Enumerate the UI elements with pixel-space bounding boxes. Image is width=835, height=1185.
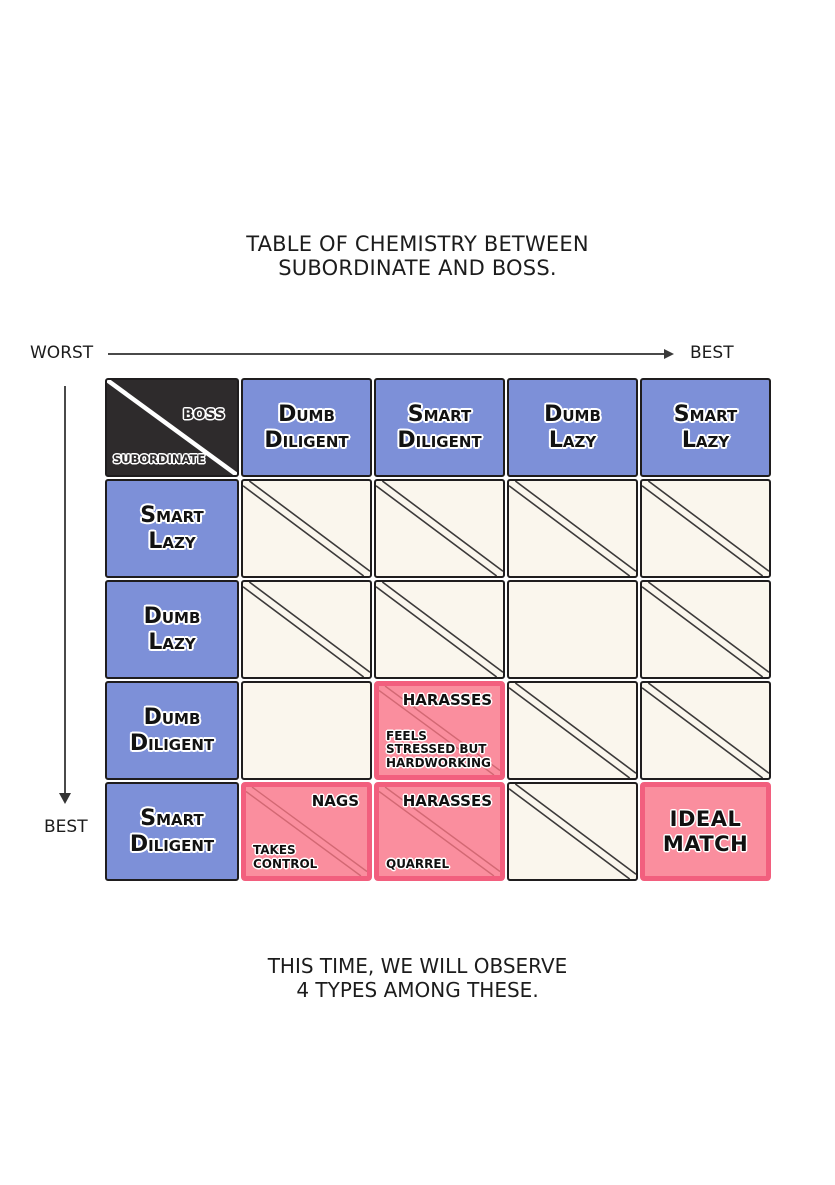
- matrix-cell: NAGS TAKES CONTROL: [241, 782, 372, 881]
- corner-cell: BOSS SUBORDINATE: [105, 378, 239, 477]
- row-header: Smart Lazy: [105, 479, 239, 578]
- row-header-label: Smart Diligent: [129, 805, 215, 857]
- h-axis-best-label: BEST: [690, 343, 734, 363]
- row-header: Dumb Diligent: [105, 681, 239, 780]
- column-header: Smart Diligent: [374, 378, 505, 477]
- row-header: Dumb Lazy: [105, 580, 239, 679]
- cell-bottom-label: QUARREL: [386, 856, 450, 871]
- column-header-label: Smart Diligent: [397, 401, 482, 453]
- matrix-cell: [507, 479, 638, 578]
- diagonal-cross-lines: [243, 481, 370, 576]
- row-header-label: Dumb Diligent: [129, 704, 215, 756]
- page-caption: THIS TIME, WE WILL OBSERVE 4 TYPES AMONG…: [0, 954, 835, 1002]
- row-header-label: Dumb Lazy: [143, 603, 201, 655]
- cell-top-label: HARASSES: [402, 691, 492, 709]
- h-axis-arrowhead-icon: [664, 349, 674, 359]
- column-header-label: Dumb Diligent: [264, 401, 349, 453]
- diagonal-cross-lines: [379, 787, 500, 876]
- diagonal-cross-lines: [379, 686, 500, 775]
- diagonal-cross-lines: [509, 683, 636, 778]
- diagonal-cross-lines: [509, 784, 636, 879]
- row-header: Smart Diligent: [105, 782, 239, 881]
- cell-bottom-label: FEELS STRESSED BUT HARDWORKING: [386, 728, 491, 770]
- cell-top-label: HARASSES: [402, 792, 492, 810]
- matrix-cell: [241, 681, 372, 780]
- row-header-label: Smart Lazy: [140, 502, 204, 554]
- diagonal-cross-lines: [246, 787, 367, 876]
- cell-bottom-label: TAKES CONTROL: [253, 843, 318, 871]
- matrix-cell: [507, 681, 638, 780]
- chemistry-table: BOSS SUBORDINATE Dumb Diligent Smart Diligent…: [105, 378, 771, 881]
- column-header-label: Smart Lazy: [673, 401, 738, 453]
- matrix-cell: HARASSES QUARREL: [374, 782, 505, 881]
- title-line-2: SUBORDINATE AND BOSS.: [278, 256, 557, 281]
- matrix-cell: [241, 479, 372, 578]
- diagonal-cross-lines: [509, 481, 636, 576]
- matrix-cell: [374, 580, 505, 679]
- diagonal-cross-lines: [376, 481, 503, 576]
- diagonal-cross-lines: [642, 481, 769, 576]
- cell-center-label: IDEAL MATCH: [662, 807, 749, 856]
- matrix-cell: [640, 681, 771, 780]
- diagonal-cross-lines: [642, 582, 769, 677]
- diagonal-cross-lines: [376, 582, 503, 677]
- v-axis-arrowhead-icon: [59, 793, 71, 804]
- matrix-cell: [507, 782, 638, 881]
- v-axis-best-label: BEST: [44, 817, 88, 837]
- column-header: Dumb Diligent: [241, 378, 372, 477]
- column-header-label: Dumb Lazy: [544, 401, 601, 453]
- v-axis-line: [64, 386, 66, 794]
- title-line-1: TABLE OF CHEMISTRY BETWEEN: [246, 232, 589, 256]
- page-title: TABLE OF CHEMISTRY BETWEEN SUBORDINATE A…: [0, 232, 835, 280]
- matrix-cell: IDEAL MATCH: [640, 782, 771, 881]
- column-header: Dumb Lazy: [507, 378, 638, 477]
- h-axis-line: [108, 353, 665, 355]
- h-axis-worst-label: WORST: [30, 343, 94, 363]
- diagonal-cross-lines: [642, 683, 769, 778]
- column-header: Smart Lazy: [640, 378, 771, 477]
- corner-subordinate-label: SUBORDINATE: [113, 452, 206, 466]
- caption-line-1: THIS TIME, WE WILL OBSERVE: [267, 954, 568, 978]
- caption-line-2: 4 TYPES AMONG THESE.: [296, 978, 539, 1002]
- diagonal-cross-lines: [243, 582, 370, 677]
- matrix-cell: [640, 580, 771, 679]
- matrix-cell: [374, 479, 505, 578]
- cell-top-label: NAGS: [311, 792, 359, 810]
- diagonal-cross-lines: [107, 380, 237, 475]
- matrix-cell: [640, 479, 771, 578]
- matrix-cell: [241, 580, 372, 679]
- matrix-cell: HARASSES FEELS STRESSED BUT HARDWORKING: [374, 681, 505, 780]
- matrix-cell: [507, 580, 638, 679]
- corner-boss-label: BOSS: [182, 407, 225, 423]
